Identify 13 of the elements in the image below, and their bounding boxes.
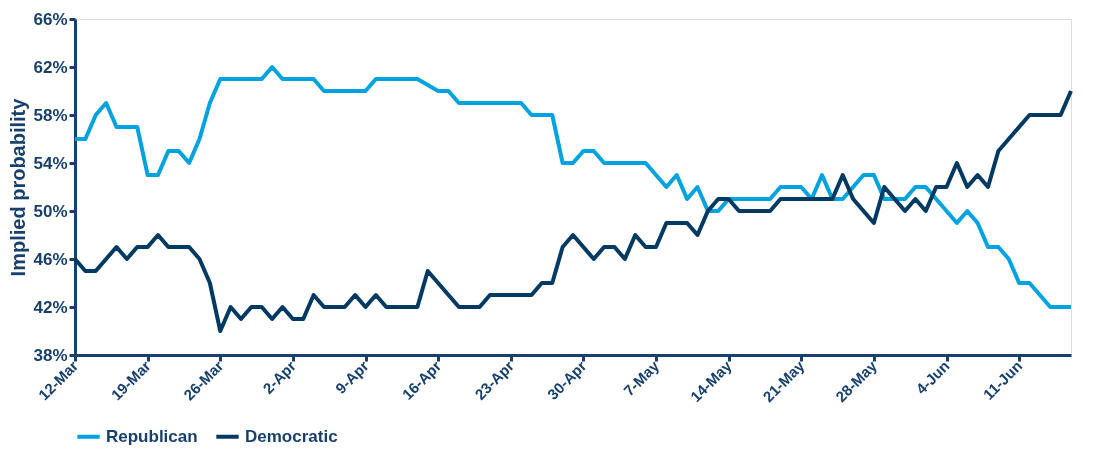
y-axis-title: Implied probability: [7, 97, 30, 277]
y-tick-label: 38%: [33, 345, 68, 365]
y-tick-label: 50%: [33, 201, 68, 221]
y-tick-label: 46%: [33, 249, 68, 269]
y-tick-label: 62%: [33, 57, 68, 77]
line-series: [73, 65, 1073, 309]
legend-label: Democratic: [245, 426, 338, 446]
legend-label: Republican: [106, 426, 198, 446]
y-tick-label: 66%: [33, 9, 68, 29]
line-series: [73, 89, 1073, 333]
y-tick-label: 54%: [33, 153, 68, 173]
y-tick-label: 42%: [33, 297, 68, 317]
y-tick-label: 58%: [33, 105, 68, 125]
